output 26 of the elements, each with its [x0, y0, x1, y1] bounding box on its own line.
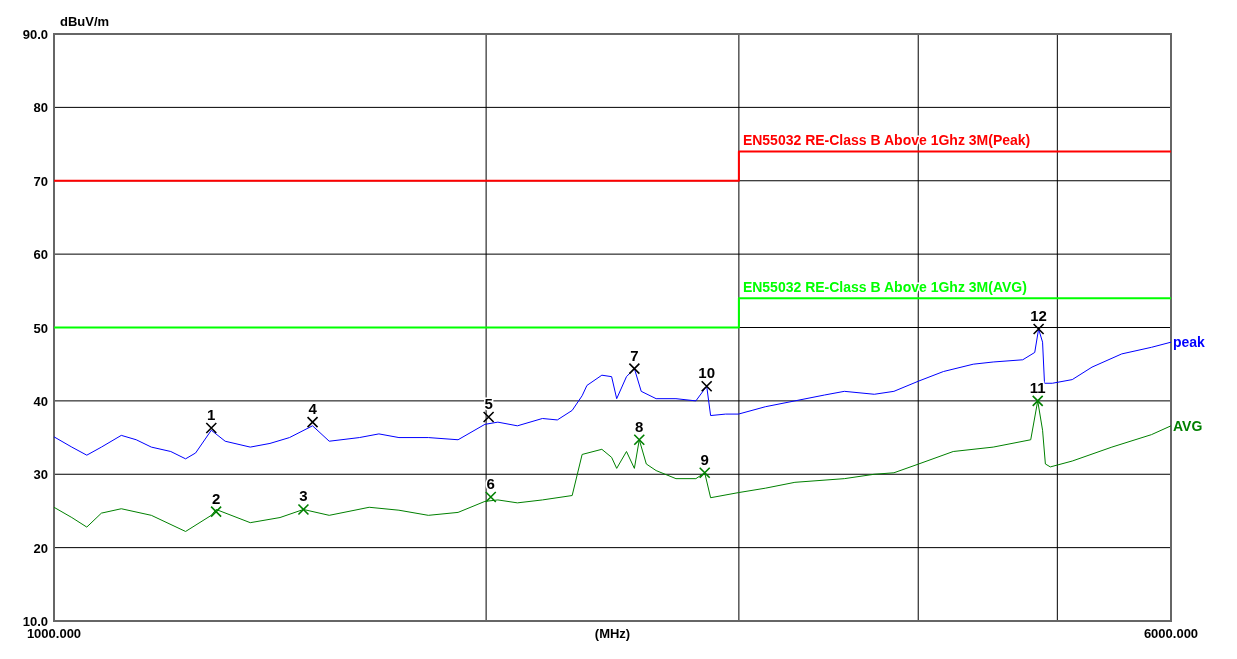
- series-label: AVG: [1173, 417, 1203, 434]
- y-tick-label: 20: [33, 540, 48, 556]
- y-tick-label: 50: [33, 320, 48, 336]
- annotation: 11: [1029, 378, 1046, 396]
- y-tick-label: 30: [33, 467, 48, 483]
- y-tick-label: 10.0: [22, 614, 48, 629]
- series-label: peak: [1173, 334, 1206, 351]
- annotation: 10: [698, 364, 716, 382]
- x-axis-title: (MHz): [594, 626, 631, 641]
- y-tick-label: 40: [33, 393, 48, 409]
- annotation: 1: [207, 406, 216, 424]
- x-tick-label: 1000.000: [26, 626, 82, 641]
- y-tick-label: 90.0: [22, 27, 48, 42]
- annotation: 7: [630, 346, 639, 364]
- annotation: 4: [308, 400, 318, 418]
- annotation: 3: [299, 487, 308, 505]
- annotation: 12: [1030, 306, 1047, 324]
- y-tick-label: 70: [33, 173, 48, 189]
- y-axis-title: dBuV/m: [60, 14, 110, 29]
- y-tick-label: 60: [33, 247, 48, 263]
- x-tick-label: 6000.000: [1143, 626, 1199, 641]
- annotation: 6: [486, 475, 495, 492]
- y-tick-label: 80: [33, 100, 48, 116]
- annotation: 9: [700, 450, 709, 468]
- annotation: 2: [211, 489, 221, 507]
- annotation: 8: [635, 417, 644, 435]
